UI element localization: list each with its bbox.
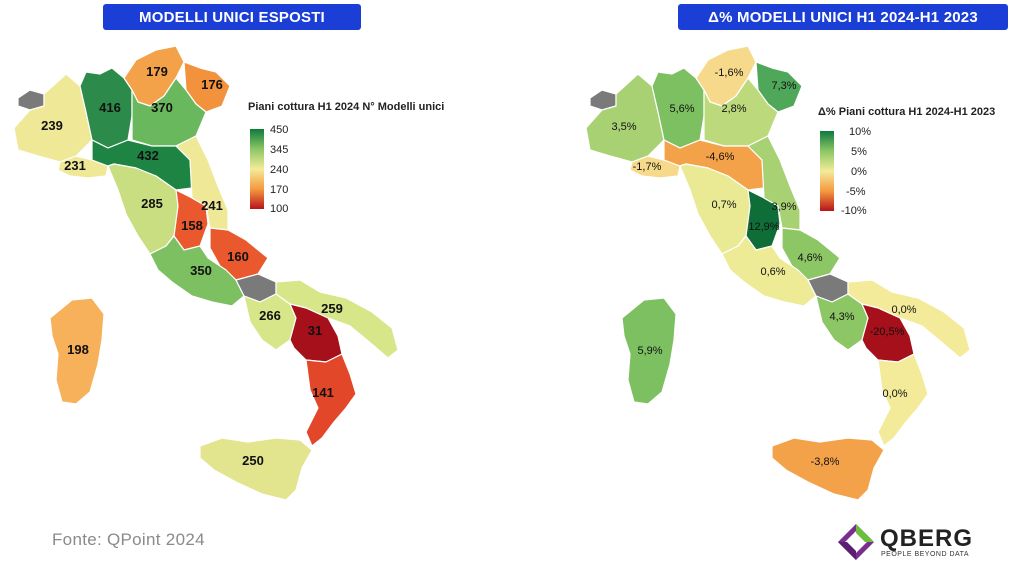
left-value-label-basilicata: 31 — [308, 323, 322, 338]
left-legend-title: Piani cottura H1 2024 N° Modelli unici — [248, 101, 445, 113]
right-value-label-toscana: 0,7% — [711, 199, 736, 211]
left-legend-tick: 170 — [270, 184, 289, 196]
right-region-sardegna — [621, 297, 677, 405]
left-value-label-marche: 241 — [201, 198, 223, 213]
right-legend-title: Δ% Piani cottura H1 2024-H1 2023 — [818, 106, 996, 118]
left-legend-tick: 450 — [270, 124, 289, 136]
right-legend-tick: 10% — [849, 126, 872, 138]
right-value-label-liguria: -1,7% — [633, 161, 662, 173]
right-value-label-puglia: 0,0% — [891, 304, 916, 316]
right-map-title: Δ% MODELLI UNICI H1 2024-H1 2023 — [678, 4, 1008, 30]
right-value-label-piemonte: 3,5% — [611, 121, 636, 133]
right-region-veneto — [703, 77, 779, 147]
right-value-label-sardegna: 5,9% — [637, 345, 662, 357]
left-value-label-puglia: 259 — [321, 301, 343, 316]
left-region-veneto — [131, 77, 207, 147]
left-legend-tick: 345 — [270, 144, 289, 156]
right-value-label-abruzzo: 4,6% — [797, 252, 822, 264]
left-region-sicilia — [199, 437, 313, 501]
left-legend-gradient — [250, 129, 264, 209]
qberg-logo: QBERG PEOPLE BEYOND DATA — [836, 522, 986, 562]
left-value-label-emilia-romagna: 432 — [137, 148, 159, 163]
left-value-label-umbria: 158 — [181, 218, 203, 233]
left-value-label-veneto: 370 — [151, 100, 173, 115]
right-value-label-trentino-alto-adige: -1,6% — [715, 67, 744, 79]
left-value-label-liguria: 231 — [64, 158, 86, 173]
right-legend-tick: -5% — [846, 186, 866, 198]
right-value-label-campania: 4,3% — [829, 311, 854, 323]
source-note: Fonte: QPoint 2024 — [52, 530, 205, 549]
right-value-label-emilia-romagna: -4,6% — [706, 151, 735, 163]
left-value-label-calabria: 141 — [312, 385, 334, 400]
right-legend-gradient — [820, 131, 834, 211]
right-legend-tick: 0% — [851, 166, 867, 178]
logo-tagline: PEOPLE BEYOND DATA — [881, 551, 970, 558]
right-value-label-umbria: 12,9% — [748, 221, 779, 233]
right-region-sicilia — [771, 437, 885, 501]
right-value-label-friuli-venezia-giulia: 7,3% — [771, 80, 796, 92]
left-legend-tick: 240 — [270, 164, 289, 176]
left-value-label-lazio: 350 — [190, 263, 212, 278]
right-value-label-calabria: 0,0% — [882, 388, 907, 400]
right-value-label-basilicata: -20,5% — [870, 326, 905, 338]
right-legend-tick: 5% — [851, 146, 867, 158]
right-value-label-marche: 3,9% — [771, 201, 796, 213]
left-region-sardegna — [49, 297, 105, 405]
right-value-label-lazio: 0,6% — [760, 266, 785, 278]
left-value-label-sicilia: 250 — [242, 453, 264, 468]
left-value-label-friuli-venezia-giulia: 176 — [201, 77, 223, 92]
left-value-label-abruzzo: 160 — [227, 249, 249, 264]
right-value-label-veneto: 2,8% — [721, 103, 746, 115]
left-value-label-piemonte: 239 — [41, 118, 63, 133]
qberg-logo-icon — [838, 524, 874, 560]
logo-name: QBERG — [880, 525, 974, 552]
left-value-label-trentino-alto-adige: 179 — [146, 64, 168, 79]
right-value-label-sicilia: -3,8% — [811, 456, 840, 468]
left-italy-map: 239 231 416 179 176 370 432 285 158 241 160 350 266 2… — [13, 45, 399, 501]
left-value-label-lombardia: 416 — [99, 100, 121, 115]
left-value-label-campania: 266 — [259, 308, 281, 323]
right-legend-tick: -10% — [841, 205, 867, 217]
left-map-title: MODELLI UNICI ESPOSTI — [103, 4, 361, 30]
right-value-label-lombardia: 5,6% — [669, 103, 694, 115]
right-region-calabria — [877, 353, 929, 447]
left-legend-tick: 100 — [270, 203, 289, 215]
left-region-calabria — [305, 353, 357, 447]
left-value-label-toscana: 285 — [141, 196, 163, 211]
left-value-label-sardegna: 198 — [67, 342, 89, 357]
